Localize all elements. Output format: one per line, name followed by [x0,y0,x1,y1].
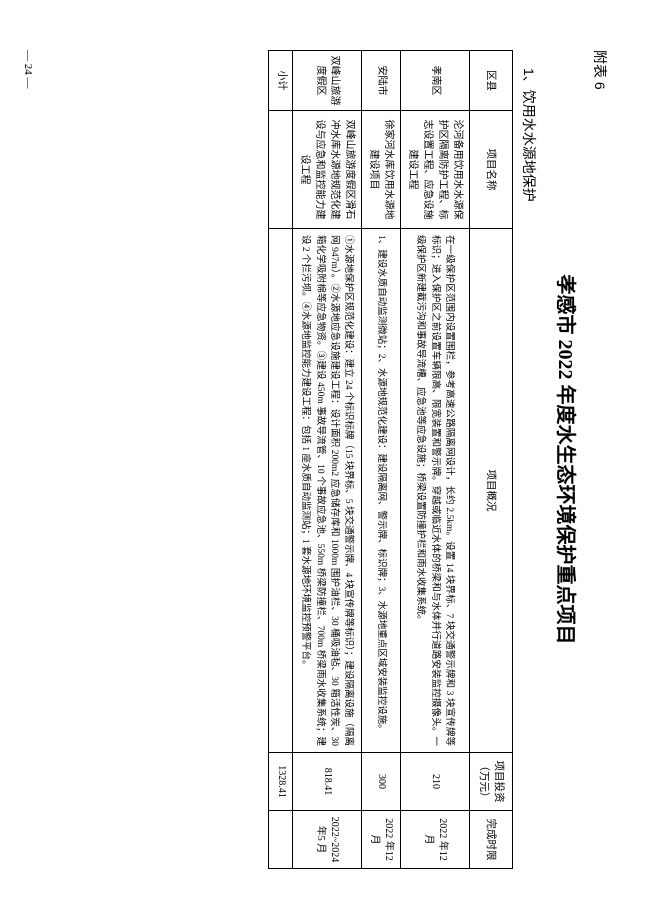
cell-deadline: 2022 年12 月 [400,811,469,869]
cell-project-name: 徐家河水库饮用水源地建设项目 [361,111,400,229]
col-overview: 项目概况 [469,229,512,753]
cell-district: 安陆市 [361,51,400,111]
empty-cell [269,229,293,753]
subtotal-row: 小计 1328.41 [269,51,293,869]
cell-district: 孝南区 [400,51,469,111]
cell-district: 双峰山旅游度假区 [292,51,361,111]
table-row: 孝南区 沦河备用饮用水水源保护区隔离防护工程、标志设置工程、应急设施建设工程 在… [400,51,469,869]
page-title: 孝感市 2022 年度水生态环境保护重点项目 [553,50,582,869]
projects-table: 区县 项目名称 项目概况 项目投资（万元） 完成时限 孝南区 沦河备用饮用水水源… [268,50,513,869]
col-deadline: 完成时限 [469,811,512,869]
cell-investment: 818.41 [292,753,361,811]
cell-project-name: 沦河备用饮用水水源保护区隔离防护工程、标志设置工程、应急设施建设工程 [400,111,469,229]
col-district: 区县 [469,51,512,111]
col-investment: 项目投资（万元） [469,753,512,811]
subtotal-investment: 1328.41 [269,753,293,811]
cell-investment: 300 [361,753,400,811]
table-row: 安陆市 徐家河水库饮用水源地建设项目 1、建设水质自动监测微站；2、水源地规范化… [361,51,400,869]
empty-cell [269,811,293,869]
cell-overview: 在一级保护区范围内设置围栏，参考高速公路隔离网设计，长约 2.5km。设置 14… [400,229,469,753]
subtotal-label: 小计 [269,51,293,111]
cell-project-name: 双峰山旅游度假区滑石冲水库水源地规范化建设与应急和监控能力建设工程 [292,111,361,229]
cell-deadline: 2022 年12 月 [361,811,400,869]
table-row: 双峰山旅游度假区 双峰山旅游度假区滑石冲水库水源地规范化建设与应急和监控能力建设… [292,51,361,869]
cell-overview: ①水源地保护区规范化建设：建立 24 个标识标牌（15 块界标、5 块交通警示牌… [292,229,361,753]
cell-investment: 210 [400,753,469,811]
appendix-label: 附表 6 [590,50,610,869]
empty-cell [269,111,293,229]
col-project: 项目名称 [469,111,512,229]
cell-overview: 1、建设水质自动监测微站；2、水源地规范化建设：建设隔离网、警示牌、标识牌；3、… [361,229,400,753]
section-heading: 1、饮用水水源地保护 [519,68,539,869]
page-number: — 24 — [22,50,34,89]
cell-deadline: 2022~2024 年5 月 [292,811,361,869]
